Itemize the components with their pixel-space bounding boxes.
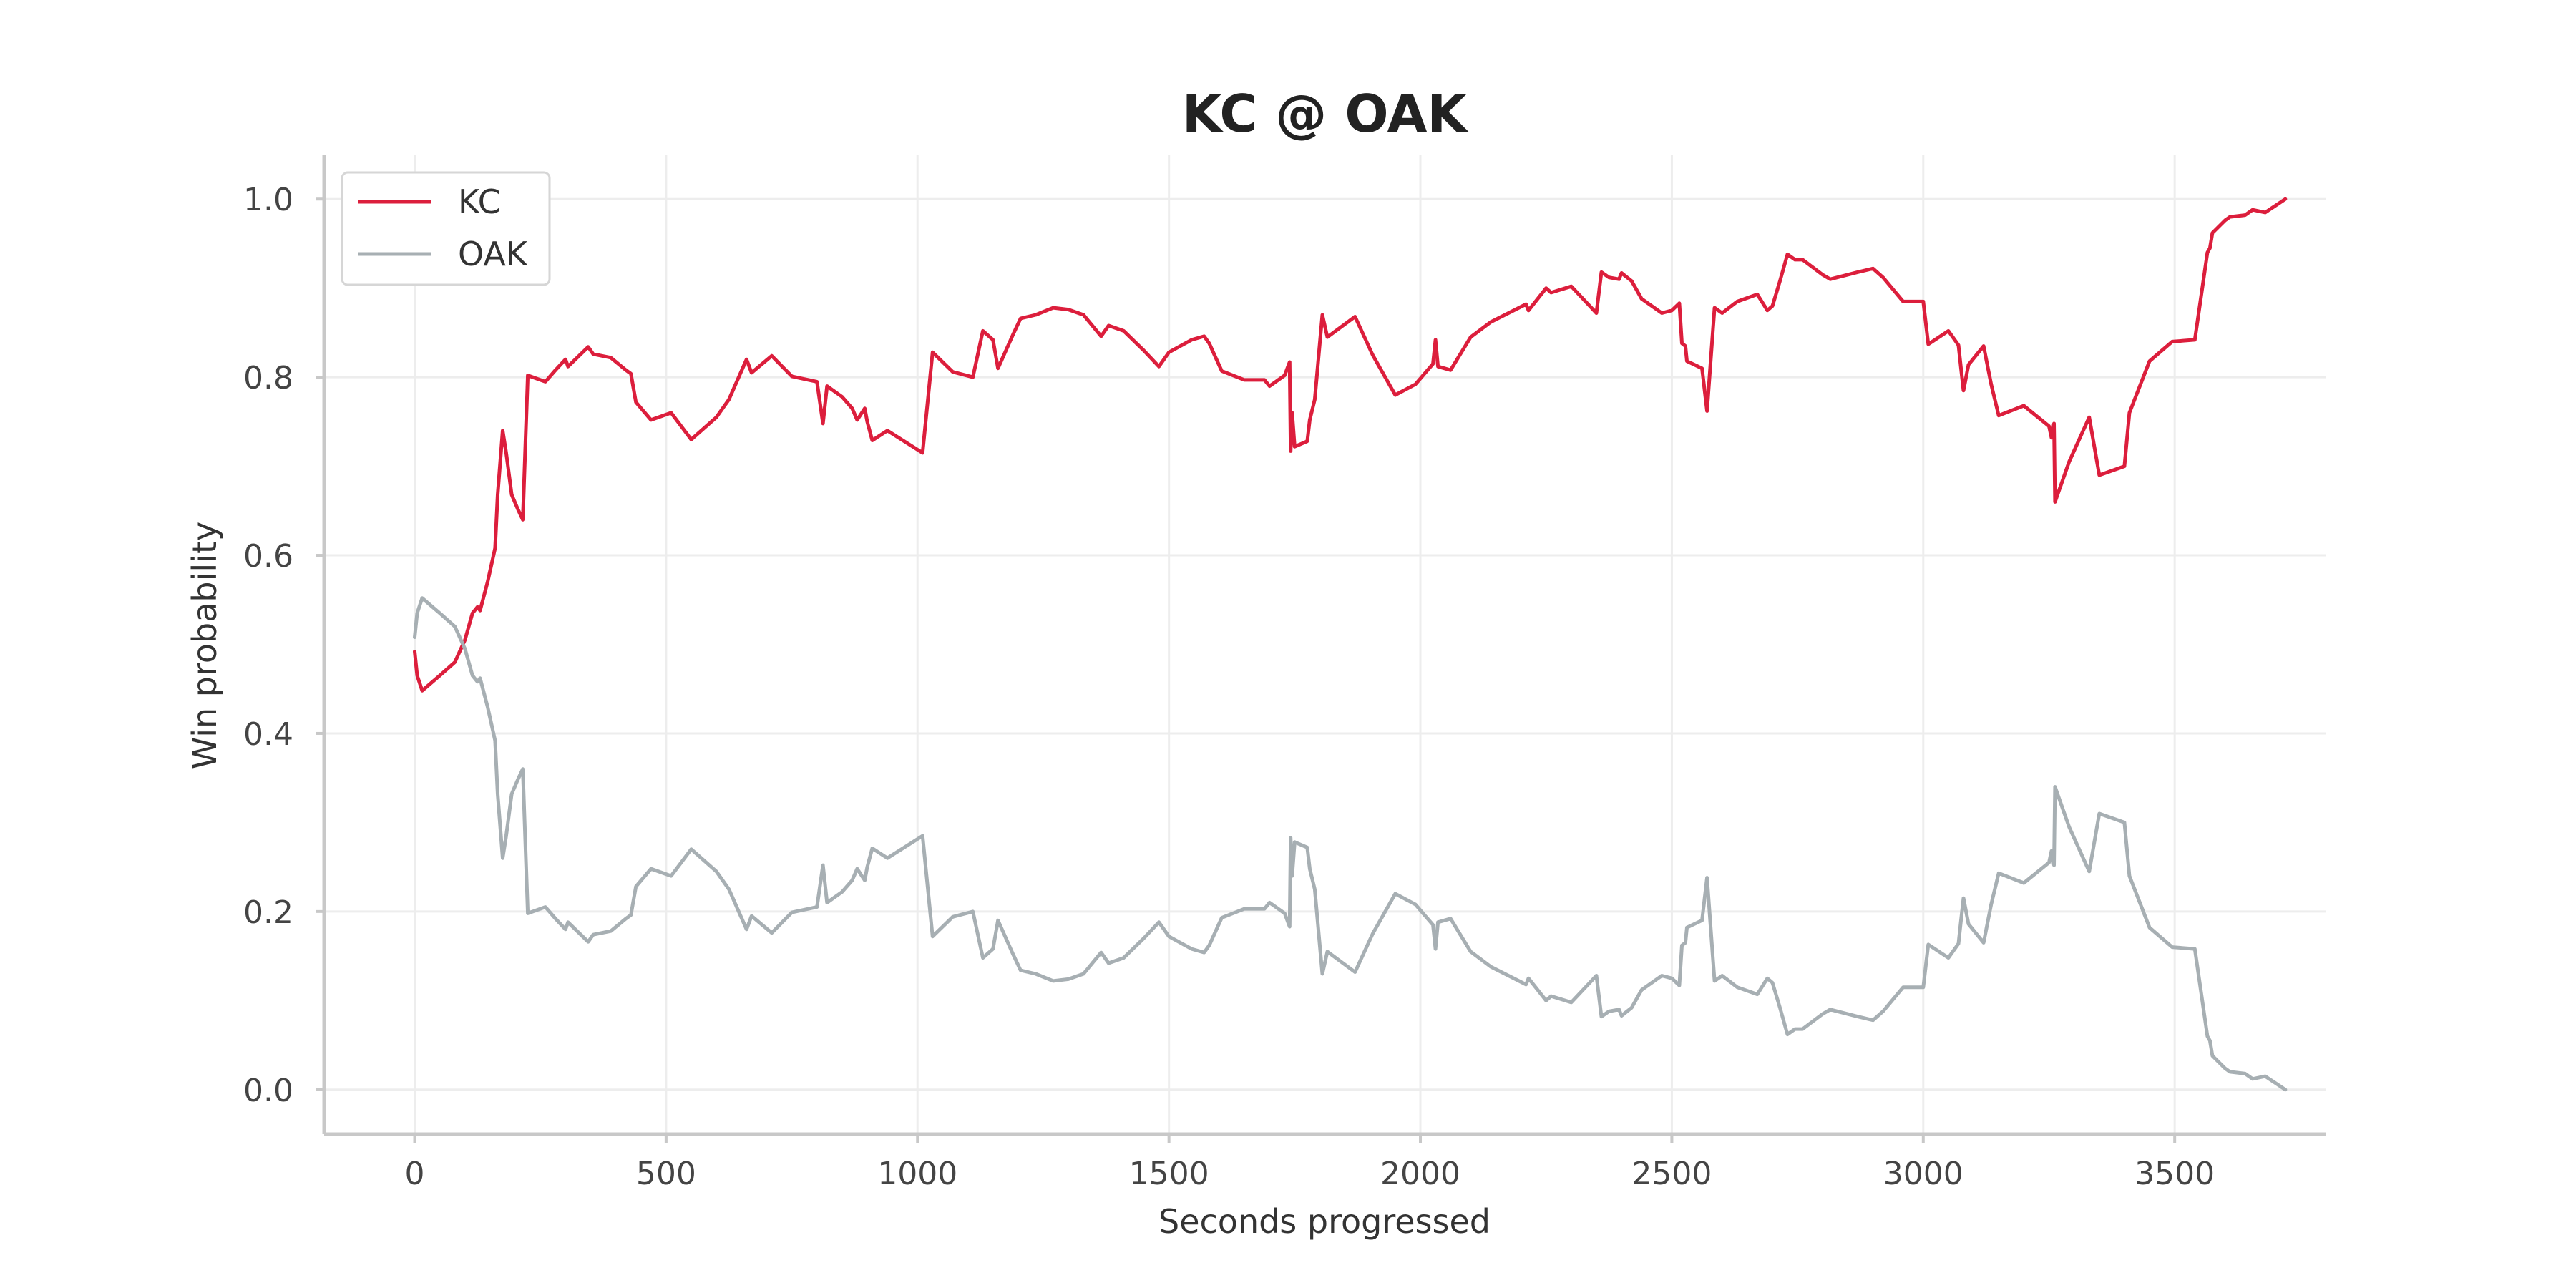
x-tick-label: 2000 (1380, 1156, 1460, 1192)
y-tick-label: 1.0 (243, 182, 293, 218)
y-axis-label: Win probability (185, 522, 224, 769)
y-tick-label: 0.6 (243, 538, 293, 575)
y-tick-label: 0.8 (243, 360, 293, 396)
legend-label-kc: KC (458, 182, 501, 221)
series-lines (413, 197, 2288, 1092)
legend: KC OAK (341, 171, 551, 286)
x-tick-label: 0 (404, 1156, 424, 1192)
legend-label-oak: OAK (458, 235, 529, 273)
x-tick-label: 3500 (2135, 1156, 2215, 1192)
series-line-oak (413, 596, 2288, 1092)
grid (324, 155, 2326, 1134)
x-axis-label: Seconds progressed (1158, 1202, 1491, 1241)
x-tick-label: 1000 (877, 1156, 957, 1192)
x-tick-label: 1500 (1129, 1156, 1209, 1192)
y-tick-label: 0.0 (243, 1073, 293, 1109)
x-tick-label: 500 (636, 1156, 696, 1192)
axes (316, 155, 2326, 1143)
x-tick-label: 2500 (1631, 1156, 1712, 1192)
series-line-kc (413, 197, 2288, 693)
chart-title: KC @ OAK (1182, 84, 1469, 144)
y-tick-label: 0.4 (243, 716, 293, 753)
x-tick-label: 3000 (1883, 1156, 1963, 1192)
tick-labels: 0 500 1000 1500 2000 2500 3000 3500 0.0 0.2 0.4 0.6… (243, 182, 2215, 1192)
y-tick-label: 0.2 (243, 894, 293, 931)
